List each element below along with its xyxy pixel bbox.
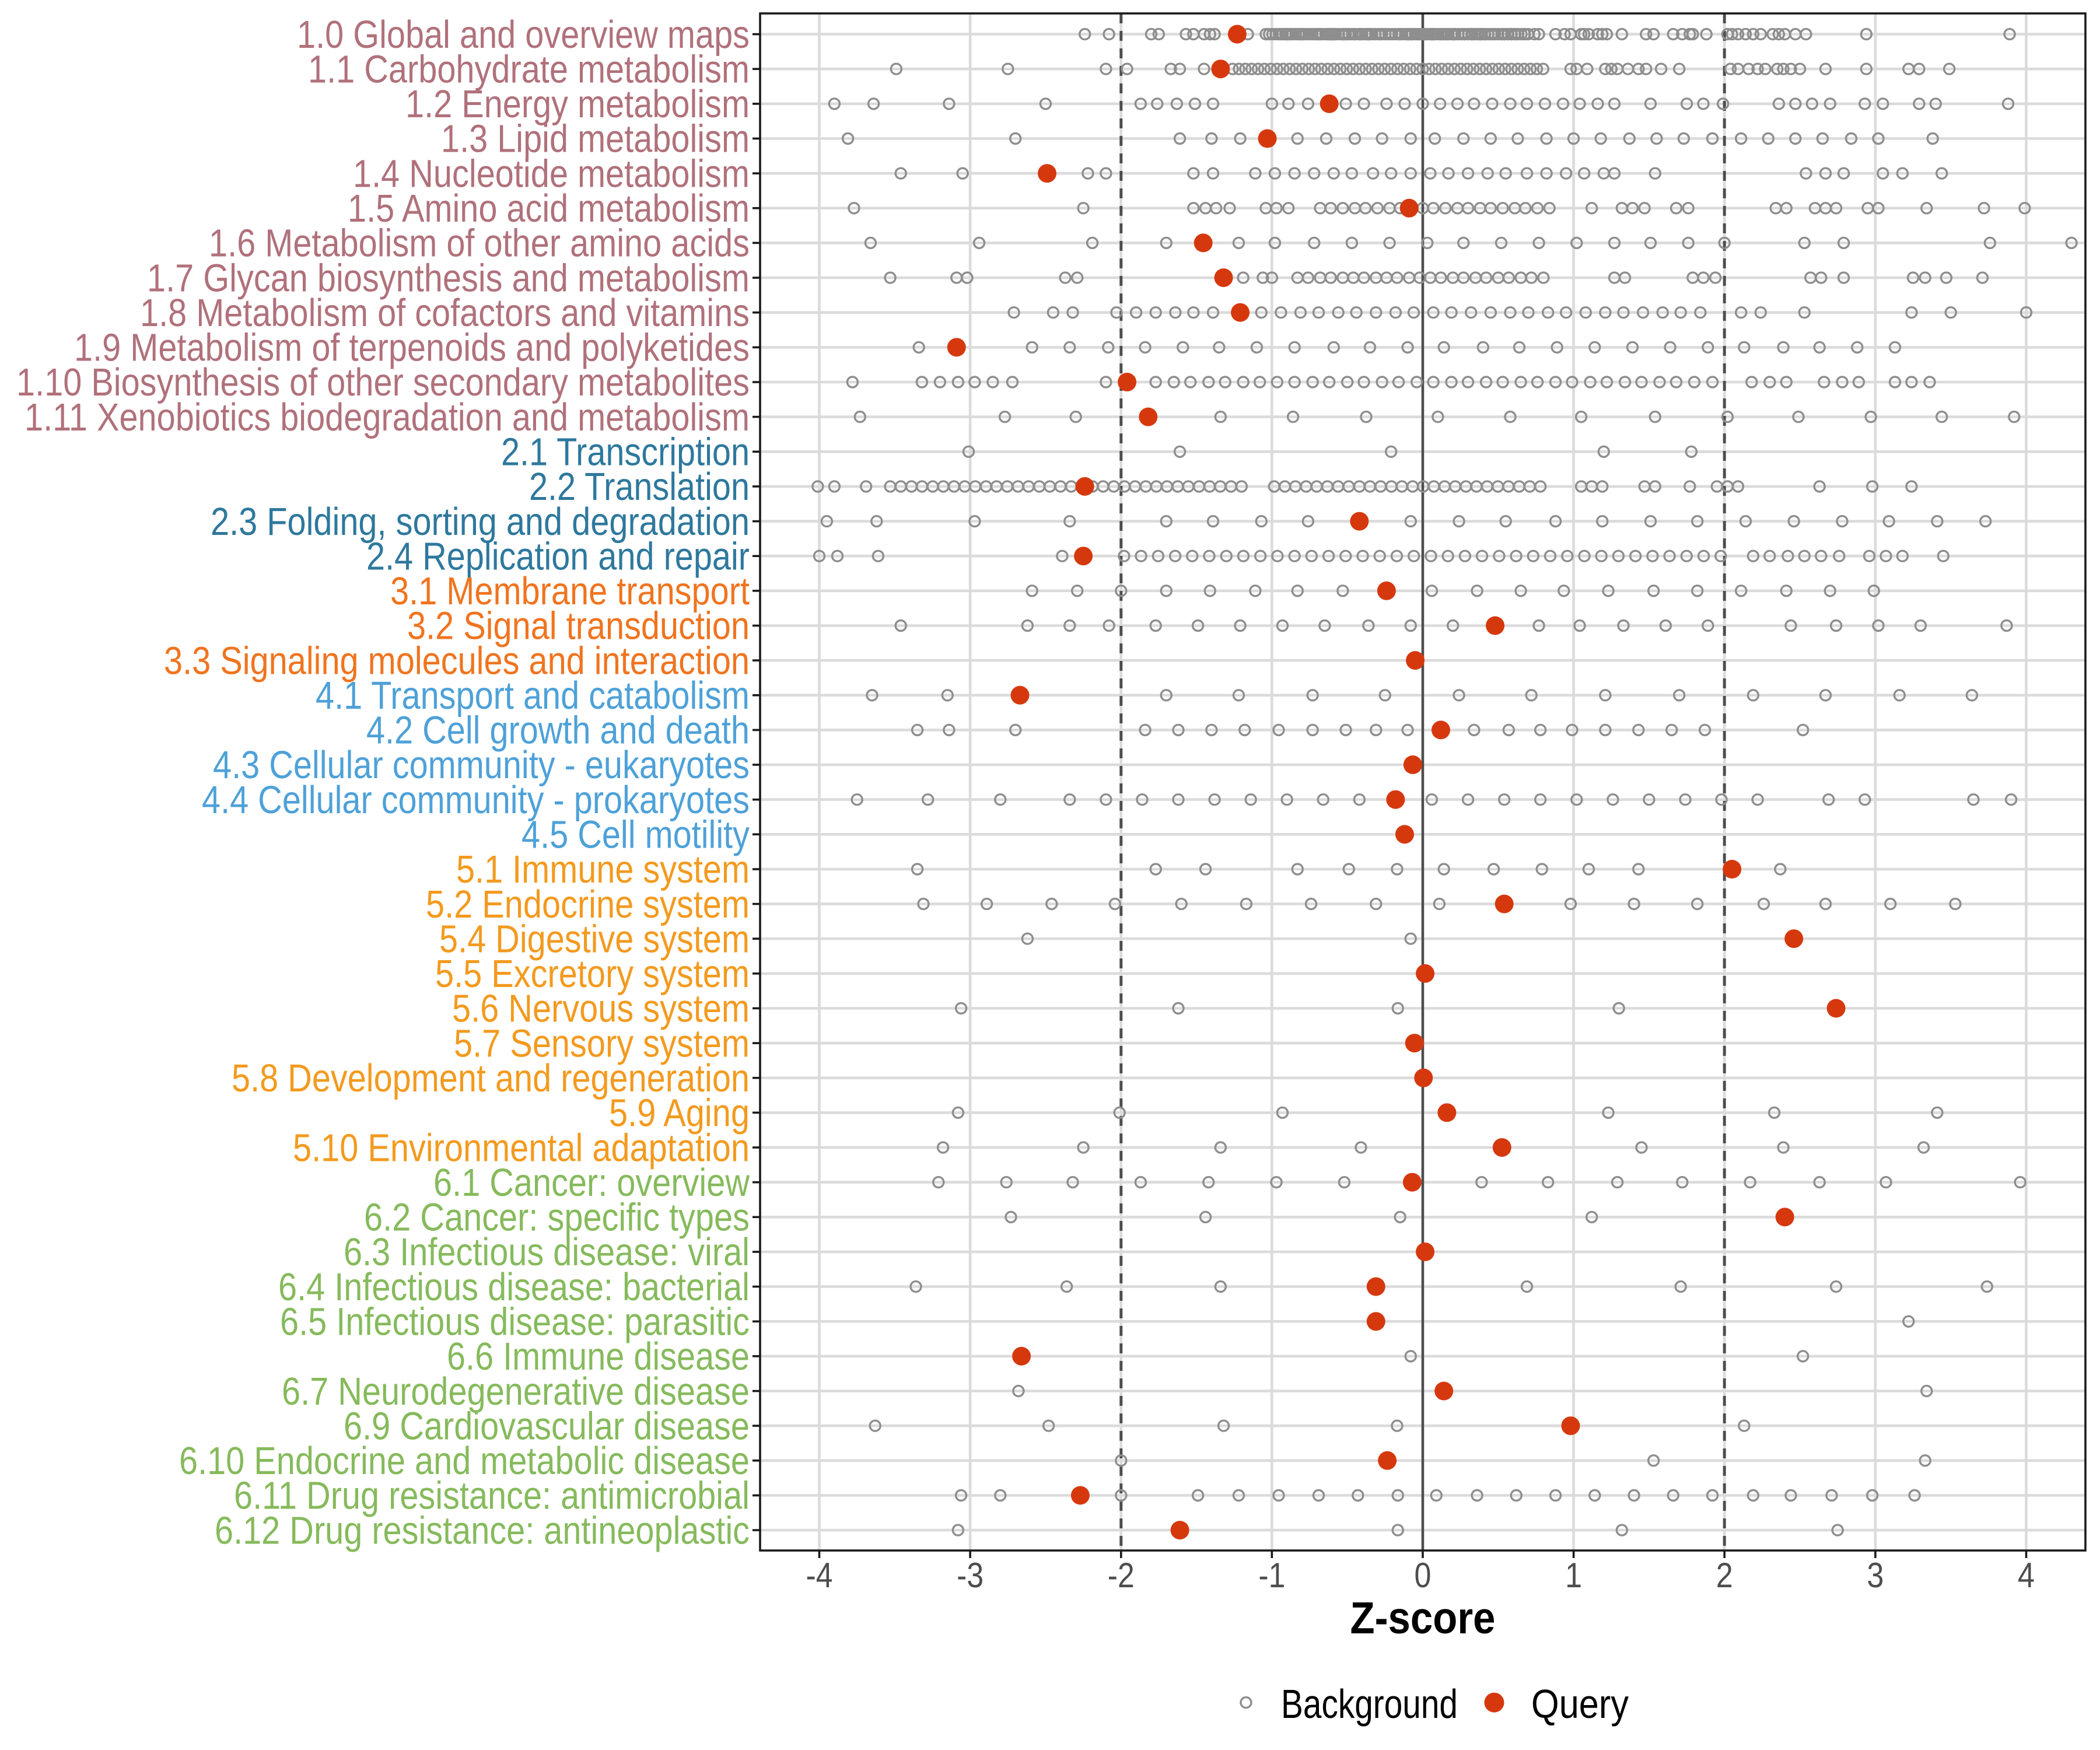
svg-text:6.2 Cancer: specific types: 6.2 Cancer: specific types [364,1196,750,1240]
svg-text:2.3 Folding, sorting and degra: 2.3 Folding, sorting and degradation [211,500,750,544]
svg-text:5.5 Excretory system: 5.5 Excretory system [435,952,750,996]
svg-text:Z-score: Z-score [1350,1593,1496,1643]
svg-text:4.4 Cellular community - proka: 4.4 Cellular community - prokaryotes [202,778,750,822]
svg-text:5.2 Endocrine system: 5.2 Endocrine system [426,883,750,926]
svg-text:3.1 Membrane transport: 3.1 Membrane transport [390,569,750,613]
svg-text:1.3 Lipid metabolism: 1.3 Lipid metabolism [441,117,750,161]
svg-text:4.1 Transport and catabolism: 4.1 Transport and catabolism [316,674,750,718]
svg-text:0: 0 [1415,1556,1432,1595]
svg-text:6.6 Immune disease: 6.6 Immune disease [447,1335,750,1378]
svg-text:3.2 Signal transduction: 3.2 Signal transduction [407,604,750,648]
svg-text:1.11 Xenobiotics biodegradatio: 1.11 Xenobiotics biodegradation and meta… [24,396,750,439]
svg-text:1.5 Amino acid metabolism: 1.5 Amino acid metabolism [348,187,750,230]
svg-text:1.8 Metabolism of cofactors an: 1.8 Metabolism of cofactors and vitamins [140,291,750,335]
svg-text:5.9 Aging: 5.9 Aging [609,1091,750,1135]
svg-text:2.4 Replication and repair: 2.4 Replication and repair [366,534,750,578]
svg-text:1.9 Metabolism of terpenoids a: 1.9 Metabolism of terpenoids and polyket… [74,326,750,370]
svg-text:4: 4 [2018,1556,2035,1595]
svg-text:6.1 Cancer: overview: 6.1 Cancer: overview [433,1161,750,1205]
svg-text:6.4 Infectious disease: bacter: 6.4 Infectious disease: bacterial [278,1265,750,1309]
svg-text:6.3 Infectious disease: viral: 6.3 Infectious disease: viral [344,1230,750,1274]
svg-text:1.0 Global and overview maps: 1.0 Global and overview maps [297,13,750,57]
svg-text:4.2 Cell growth and death: 4.2 Cell growth and death [366,709,750,752]
svg-text:6.10 Endocrine and metabolic d: 6.10 Endocrine and metabolic disease [179,1439,750,1483]
svg-text:5.7 Sensory system: 5.7 Sensory system [454,1021,750,1065]
svg-text:1.7 Glycan biosynthesis and me: 1.7 Glycan biosynthesis and metabolism [147,256,750,300]
svg-text:5.1 Immune system: 5.1 Immune system [456,848,750,891]
svg-text:6.11 Drug resistance: antimicr: 6.11 Drug resistance: antimicrobial [234,1474,750,1518]
svg-text:-4: -4 [806,1556,833,1595]
svg-text:6.12 Drug resistance: antineop: 6.12 Drug resistance: antineoplastic [215,1508,750,1552]
svg-text:3: 3 [1867,1556,1884,1595]
svg-text:5.8 Development and regenerati: 5.8 Development and regeneration [232,1056,750,1100]
svg-text:Background: Background [1281,1681,1458,1727]
svg-text:2: 2 [1716,1556,1733,1595]
svg-text:2.2 Translation: 2.2 Translation [529,465,750,509]
svg-text:6.5 Infectious disease: parasi: 6.5 Infectious disease: parasitic [280,1300,750,1344]
svg-text:-1: -1 [1258,1556,1285,1595]
svg-text:5.4 Digestive system: 5.4 Digestive system [439,917,750,961]
svg-text:1.2 Energy metabolism: 1.2 Energy metabolism [405,82,750,126]
svg-text:Query: Query [1531,1681,1629,1727]
svg-text:-3: -3 [957,1556,984,1595]
svg-text:5.6 Nervous system: 5.6 Nervous system [452,987,750,1031]
svg-text:4.5 Cell motility: 4.5 Cell motility [522,813,750,857]
svg-text:-2: -2 [1108,1556,1135,1595]
svg-text:1.10 Biosynthesis of other sec: 1.10 Biosynthesis of other secondary met… [16,360,750,404]
svg-text:4.3 Cellular community - eukar: 4.3 Cellular community - eukaryotes [213,743,750,787]
svg-text:1.1 Carbohydrate metabolism: 1.1 Carbohydrate metabolism [308,47,750,91]
svg-text:3.3 Signaling molecules and in: 3.3 Signaling molecules and interaction [164,639,750,682]
svg-text:1: 1 [1565,1556,1582,1595]
svg-text:2.1 Transcription: 2.1 Transcription [501,430,750,474]
svg-text:5.10 Environmental adaptation: 5.10 Environmental adaptation [293,1126,750,1170]
svg-text:6.9 Cardiovascular disease: 6.9 Cardiovascular disease [344,1404,750,1448]
svg-text:1.4 Nucleotide metabolism: 1.4 Nucleotide metabolism [353,152,750,195]
svg-text:1.6 Metabolism of other amino: 1.6 Metabolism of other amino acids [209,222,750,265]
svg-text:6.7 Neurodegenerative disease: 6.7 Neurodegenerative disease [282,1370,750,1413]
